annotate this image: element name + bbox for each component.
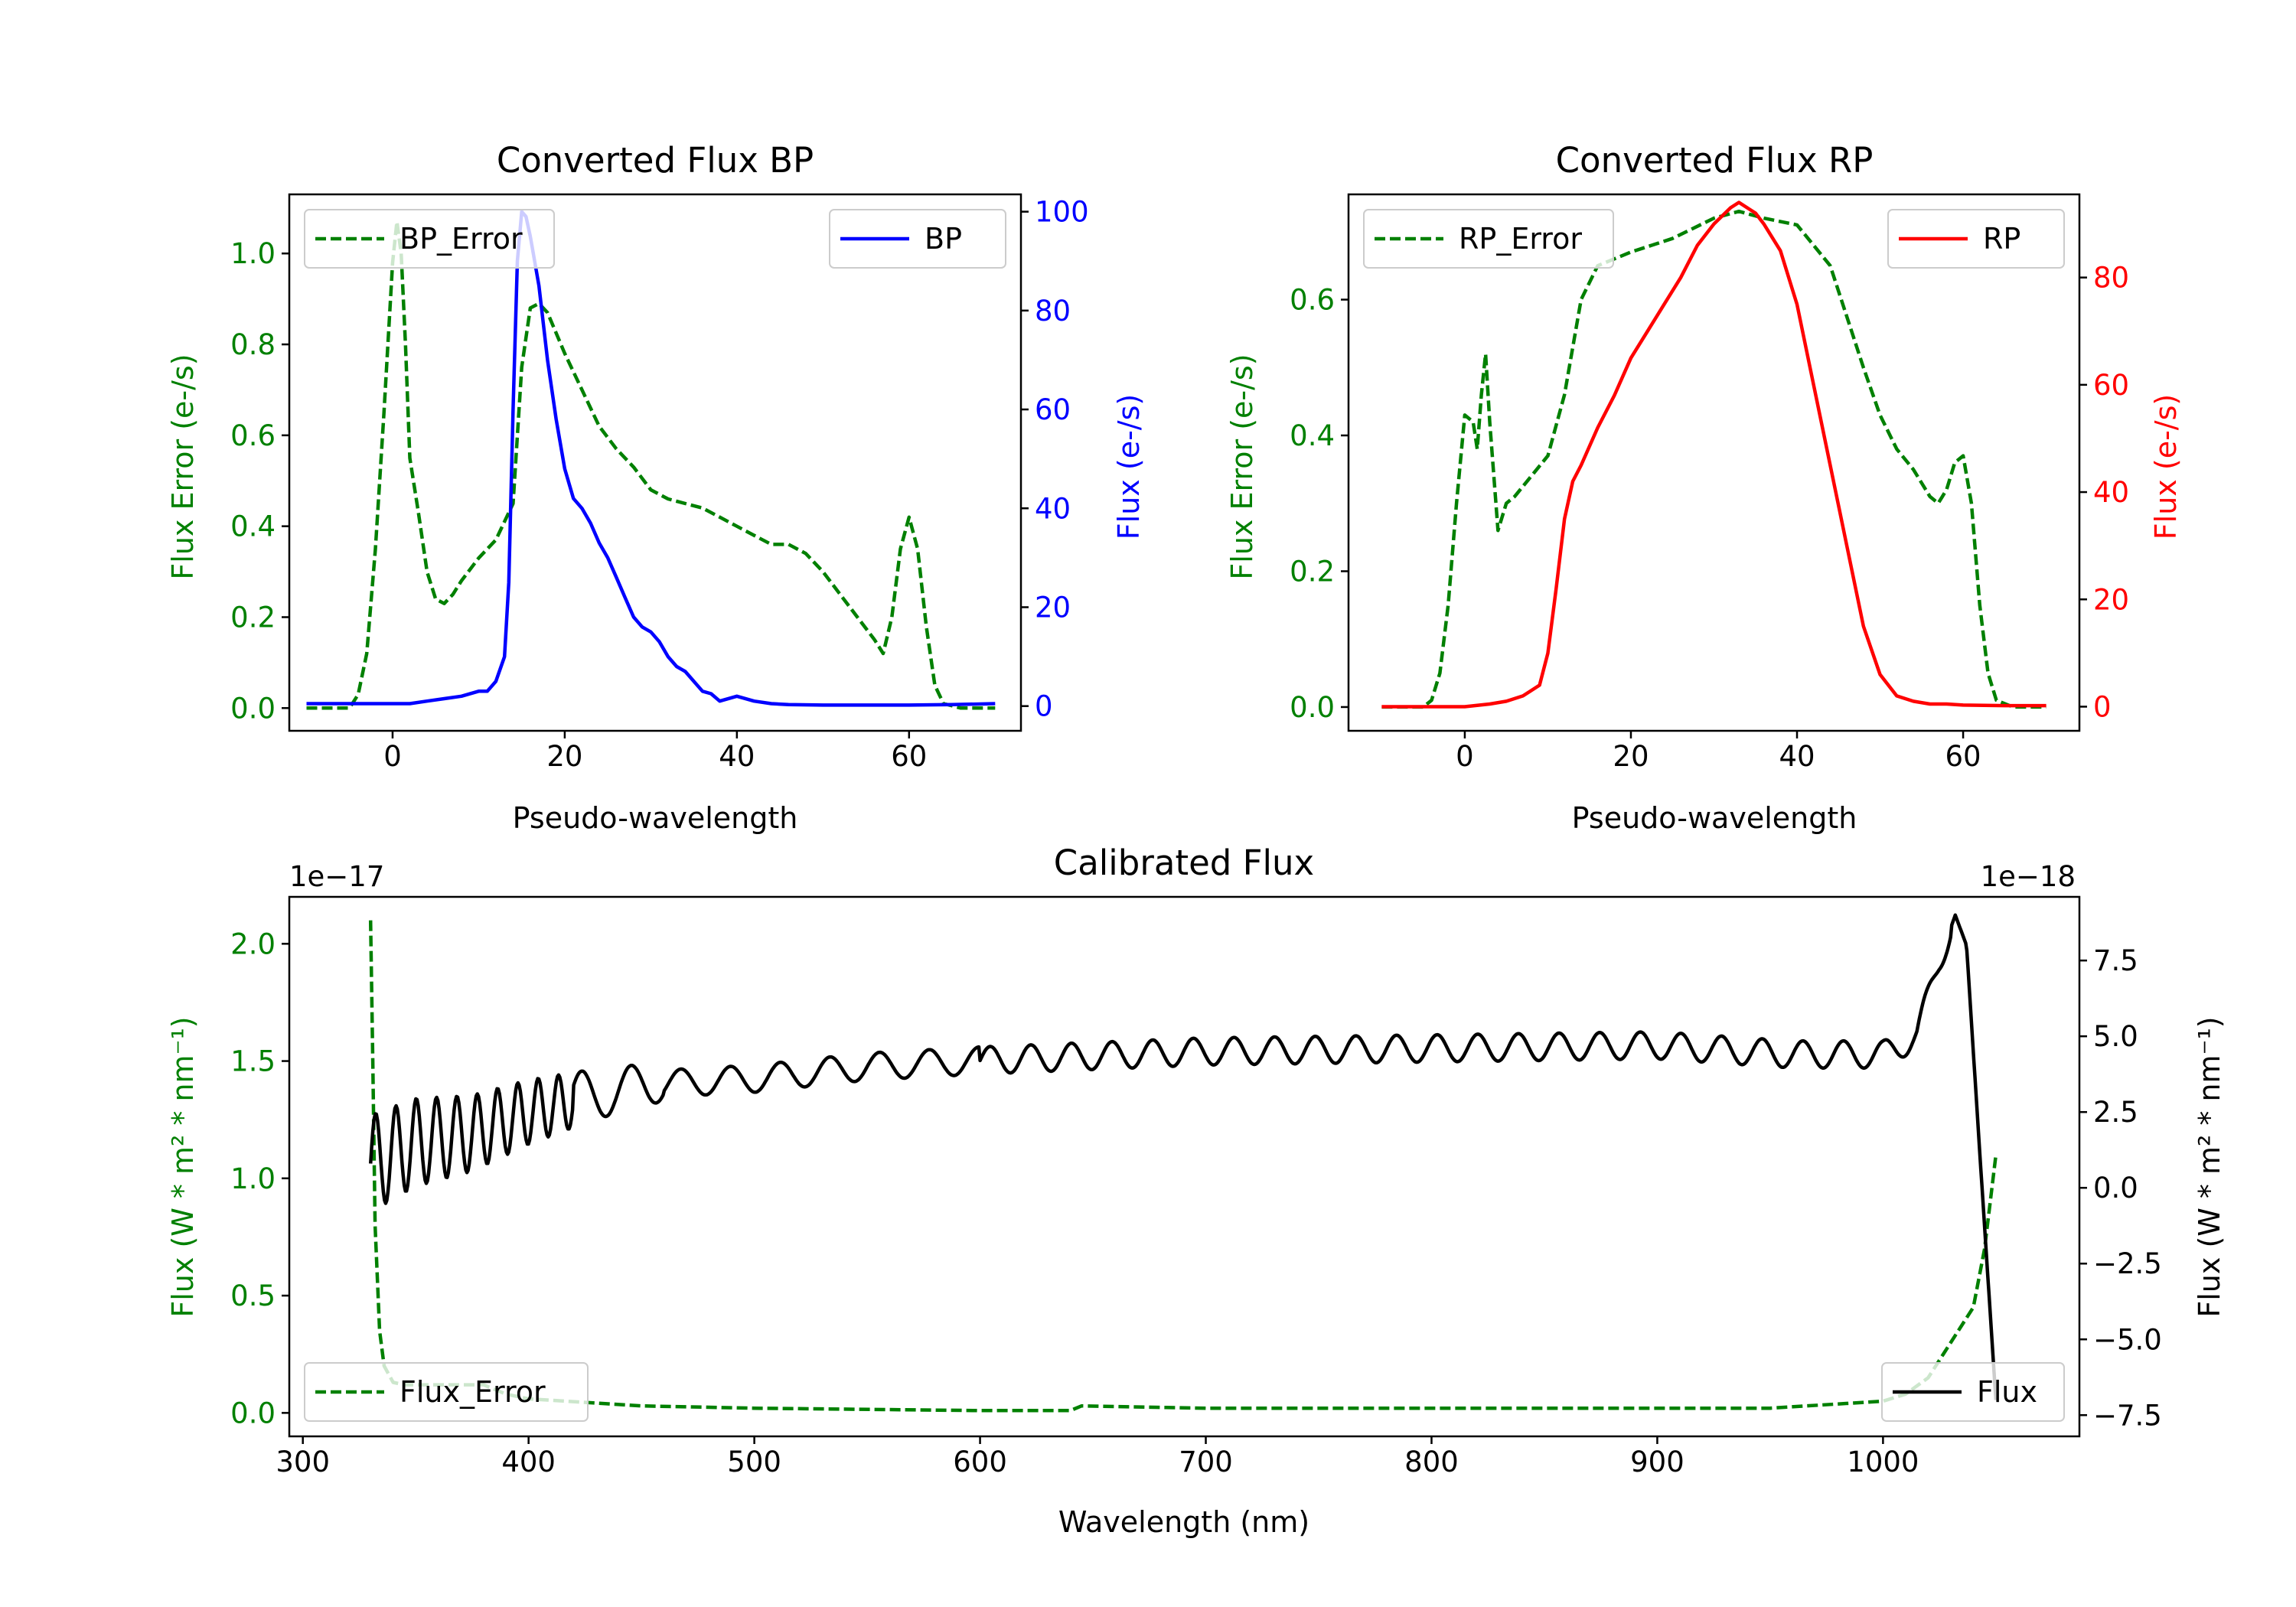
rp-ytick-left-label: 0.0 — [1290, 691, 1335, 724]
rp-axes-frame — [1347, 193, 2081, 732]
cal-ytick-left-label: 2.0 — [230, 927, 276, 960]
bp-ytick-right-label: 40 — [1035, 492, 1071, 525]
cal-series-flux-line — [368, 913, 1998, 1400]
cal-left-offset-text: 1e−17 — [289, 860, 384, 893]
cal-ytick-left-label: 0.0 — [230, 1397, 276, 1429]
bp-xtick-label: 40 — [719, 740, 755, 773]
rp-ytick-left-label: 0.4 — [1290, 419, 1335, 452]
bp-legend-label: BP_Error — [400, 222, 523, 256]
rp-ytick-right-label: 0 — [2093, 690, 2112, 723]
cal-ytick-left-label: 0.5 — [230, 1279, 276, 1312]
bp-legend-box — [304, 209, 555, 269]
rp-legend-label: RP_Error — [1459, 222, 1582, 256]
cal-ylabel-left: Flux (W * m² * nm⁻¹) — [166, 1016, 200, 1317]
rp-xtick-label: 0 — [1456, 740, 1474, 773]
rp-ytick-left-label: 0.2 — [1290, 555, 1335, 588]
cal-ylabel-right: Flux (W * m² * nm⁻¹) — [2193, 1016, 2226, 1317]
chart-bp-title: Converted Flux BP — [497, 140, 814, 181]
cal-xtick-label: 700 — [1179, 1446, 1233, 1478]
rp-ytick-left-label: 0.6 — [1290, 284, 1335, 317]
cal-xtick-label: 600 — [953, 1446, 1007, 1478]
rp-legend-box — [1887, 209, 2065, 269]
cal-ytick-left-label: 1.0 — [230, 1162, 276, 1195]
rp-ytick-right-label: 60 — [2093, 369, 2129, 402]
cal-legend-box — [304, 1362, 589, 1422]
bp-series-bp-error-line — [306, 220, 996, 710]
cal-ytick-right-label: 5.0 — [2093, 1020, 2138, 1053]
cal-xtick-label: 1000 — [1847, 1446, 1919, 1478]
rp-ylabel-left: Flux Error (e-/s) — [1225, 354, 1259, 579]
bp-legend-bp-error: BP_Error — [304, 209, 555, 269]
chart-cal: 300 400 500 600 700 800 900 1000 0.0 0.5 1.0 1.5 2.0… — [230, 895, 2162, 1478]
bp-legend-bp: BP — [829, 209, 1006, 269]
bp-xtick-label: 60 — [891, 740, 927, 773]
rp-series-rp-error-line — [1381, 209, 2047, 709]
rp-xtick-label: 40 — [1779, 740, 1815, 773]
cal-legend-label: Flux — [1977, 1375, 2037, 1409]
chart-rp: 0 20 40 60 0.0 0.2 0.4 0.6 0 20 40 60 80 RP_Error RP — [1290, 193, 2129, 773]
rp-legend-label: RP — [1983, 222, 2020, 256]
cal-xtick-label: 800 — [1404, 1446, 1459, 1478]
cal-xtick-label: 400 — [501, 1446, 556, 1478]
cal-ytick-right-label: −5.0 — [2093, 1323, 2162, 1356]
bp-ylabel-right: Flux (e-/s) — [1112, 394, 1146, 539]
bp-ytick-right-label: 80 — [1035, 295, 1071, 328]
bp-ytick-right-label: 100 — [1035, 196, 1089, 229]
bp-legend-box — [829, 209, 1006, 269]
bp-ytick-left-label: 0.4 — [230, 510, 276, 543]
rp-xlabel: Pseudo-wavelength — [1572, 801, 1857, 835]
plot-layer: 0 20 40 60 0.0 0.2 0.4 0.6 0.8 1.0 0 20 40 60 80 100 BP_… — [230, 193, 2162, 1478]
rp-series-rp-line — [1381, 200, 2047, 709]
rp-legend-rp-error: RP_Error — [1363, 209, 1614, 269]
rp-legend-box — [1363, 209, 1614, 269]
bp-series-bp-line — [306, 210, 996, 707]
bp-ytick-right-label: 60 — [1035, 393, 1071, 426]
cal-axes-frame — [288, 895, 2081, 1438]
cal-ytick-right-label: −2.5 — [2093, 1247, 2162, 1280]
bp-legend-label: BP — [925, 222, 962, 256]
rp-ytick-right-label: 80 — [2093, 262, 2129, 295]
cal-legend-label: Flux_Error — [400, 1375, 546, 1409]
cal-xtick-label: 300 — [276, 1446, 330, 1478]
bp-ytick-left-label: 1.0 — [230, 237, 276, 270]
cal-legend-flux-error: Flux_Error — [304, 1362, 589, 1422]
bp-ytick-left-label: 0.2 — [230, 601, 276, 634]
bp-ytick-left-label: 0.6 — [230, 419, 276, 452]
rp-xtick-label: 20 — [1613, 740, 1649, 773]
bp-ytick-right-label: 20 — [1035, 591, 1071, 624]
bp-xtick-label: 20 — [546, 740, 582, 773]
cal-legend-box — [1881, 1362, 2065, 1422]
bp-xtick-label: 0 — [383, 740, 402, 773]
rp-legend-rp: RP — [1887, 209, 2065, 269]
chart-rp-title: Converted Flux RP — [1556, 140, 1874, 181]
cal-ytick-right-label: 0.0 — [2093, 1172, 2138, 1204]
bp-ytick-left-label: 0.0 — [230, 692, 276, 725]
rp-ytick-right-label: 40 — [2093, 476, 2129, 509]
bp-xlabel: Pseudo-wavelength — [513, 801, 798, 835]
cal-xlabel: Wavelength (nm) — [1058, 1505, 1309, 1539]
rp-ytick-right-label: 20 — [2093, 583, 2129, 616]
cal-xtick-label: 500 — [727, 1446, 781, 1478]
cal-legend-flux: Flux — [1881, 1362, 2065, 1422]
cal-ytick-right-label: 7.5 — [2093, 944, 2138, 977]
rp-ylabel-right: Flux (e-/s) — [2149, 394, 2183, 539]
bp-ytick-left-label: 0.8 — [230, 328, 276, 361]
cal-right-offset-text: 1e−18 — [1981, 860, 2076, 893]
cal-xtick-label: 900 — [1630, 1446, 1684, 1478]
bp-ytick-right-label: 0 — [1035, 690, 1053, 723]
bp-ylabel-left: Flux Error (e-/s) — [166, 354, 200, 579]
cal-ytick-left-label: 1.5 — [230, 1045, 276, 1078]
rp-xtick-label: 60 — [1945, 740, 1981, 773]
cal-ytick-right-label: −7.5 — [2093, 1399, 2162, 1432]
chart-cal-title: Calibrated Flux — [1054, 843, 1314, 883]
chart-bp: 0 20 40 60 0.0 0.2 0.4 0.6 0.8 1.0 0 20 40 60 80 100 BP_… — [230, 193, 1089, 773]
bp-axes-frame — [288, 193, 1022, 732]
cal-ytick-right-label: 2.5 — [2093, 1096, 2138, 1129]
